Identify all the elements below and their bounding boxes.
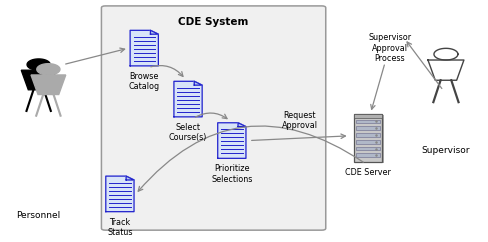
Bar — [356, 133, 380, 137]
Bar — [354, 114, 382, 118]
Text: CDE System: CDE System — [179, 17, 249, 27]
Polygon shape — [19, 64, 41, 75]
Bar — [356, 126, 380, 130]
Polygon shape — [27, 59, 50, 70]
Text: CDE Server: CDE Server — [345, 168, 391, 177]
Bar — [356, 120, 380, 123]
Polygon shape — [130, 30, 159, 66]
Text: Supervisor: Supervisor — [422, 145, 470, 155]
Polygon shape — [13, 75, 47, 95]
Polygon shape — [37, 64, 60, 75]
Text: Personnel: Personnel — [17, 211, 61, 220]
FancyBboxPatch shape — [102, 6, 326, 230]
Polygon shape — [150, 30, 159, 34]
Text: Prioritize
Selections: Prioritize Selections — [211, 164, 252, 184]
Polygon shape — [428, 60, 464, 80]
Text: Track
Status: Track Status — [107, 218, 133, 237]
Polygon shape — [21, 70, 56, 90]
Bar — [356, 153, 380, 157]
Text: Browse
Catalog: Browse Catalog — [129, 72, 160, 91]
Polygon shape — [174, 81, 202, 117]
Polygon shape — [218, 123, 246, 158]
Polygon shape — [126, 176, 134, 180]
Text: Select
Course(s): Select Course(s) — [169, 123, 207, 142]
Bar — [356, 115, 384, 163]
Polygon shape — [194, 81, 202, 85]
Bar — [356, 140, 380, 144]
Polygon shape — [106, 176, 134, 212]
Polygon shape — [434, 48, 458, 60]
Polygon shape — [238, 123, 246, 127]
Text: Request
Approval: Request Approval — [282, 111, 318, 130]
Polygon shape — [31, 75, 66, 95]
Bar — [354, 114, 382, 162]
Bar — [356, 147, 380, 150]
Text: Supervisor
Approval
Process: Supervisor Approval Process — [368, 33, 411, 63]
